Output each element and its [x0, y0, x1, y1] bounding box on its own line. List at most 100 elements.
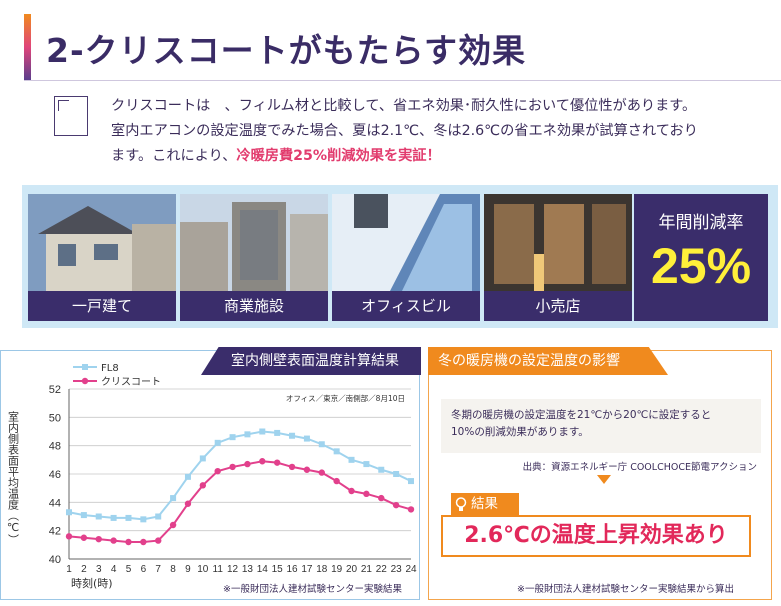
winter-note-line-1: 冬期の暖房機の設定温度を21℃から20℃に設定すると [451, 409, 712, 421]
chart-heading: 室内側壁表面温度計算結果 [201, 347, 421, 375]
y-tick-label: 40 [49, 554, 61, 566]
annual-reduction-box: 年間削減率 25% [634, 194, 768, 321]
wall-temperature-chart-panel: 室内側壁表面温度計算結果 40 42 44 46 48 50 52 1 2 3 4 5 6 7 8 9 10 11… [0, 347, 421, 600]
data-point [110, 537, 117, 544]
series-line [68, 430, 412, 521]
x-tick-label: 14 [257, 564, 269, 575]
x-tick-label: 19 [331, 564, 343, 575]
x-axis-label: 時刻(時) [71, 576, 113, 590]
annual-reduction-label: 年間削減率 [658, 213, 744, 233]
winter-footnote: ※一般財団法人建材試験センター実験結果から算出 [517, 584, 734, 595]
x-tick-label: 20 [346, 564, 358, 575]
x-tick-label: 6 [141, 564, 147, 575]
data-point [110, 514, 117, 521]
winter-heating-panel: 冬の暖房機の設定温度の影響 冬期の暖房機の設定温度を21℃から20℃に設定すると… [428, 347, 772, 600]
data-point [229, 434, 236, 441]
data-point [363, 490, 370, 498]
y-tick-label: 44 [49, 497, 61, 509]
data-point [169, 521, 177, 529]
data-point [184, 473, 191, 480]
data-point [303, 435, 310, 442]
data-point [95, 535, 102, 543]
data-point [333, 448, 340, 455]
photo-house: 一戸建て [28, 194, 176, 321]
data-point [140, 516, 147, 523]
data-point [348, 487, 355, 495]
data-point [244, 431, 251, 438]
photo-retail: 小売店 [484, 194, 632, 321]
winter-note-line-2: 10%の削減効果があります。 [451, 426, 589, 438]
lightbulb-icon [455, 496, 467, 511]
legend-marker [81, 377, 89, 385]
data-point [318, 441, 325, 448]
x-tick-label: 21 [361, 564, 373, 575]
x-tick-label: 2 [81, 564, 87, 575]
data-point [214, 467, 221, 475]
intro-line-3: ます。これにより、冷暖房費25%削減効果を実証！ [111, 144, 761, 169]
x-tick-label: 17 [301, 564, 313, 575]
data-point [288, 463, 296, 471]
annual-reduction-value: 25% [650, 238, 752, 294]
data-point [259, 428, 266, 435]
title-divider [24, 80, 781, 81]
intro-text: クリスコートは 、フィルム材と比較して、省エネ効果･耐久性において優位性がありま… [111, 94, 761, 169]
x-tick-label: 8 [170, 564, 176, 575]
down-arrow-icon [597, 475, 611, 484]
x-tick-label: 10 [197, 564, 209, 575]
office-image [332, 194, 480, 291]
retail-image [484, 194, 632, 291]
data-point [363, 461, 370, 468]
y-tick-label: 48 [49, 441, 61, 453]
data-point [95, 513, 102, 520]
x-tick-label: 4 [111, 564, 117, 575]
building-label-retail: 小売店 [484, 291, 632, 321]
data-point [378, 494, 385, 502]
winter-heading: 冬の暖房機の設定温度の影響 [428, 347, 668, 375]
intro-highlight: 冷暖房費25%削減効果を実証！ [236, 148, 441, 164]
legend-label: クリスコート [101, 376, 161, 388]
data-point [318, 469, 325, 476]
x-tick-label: 9 [185, 564, 191, 575]
chart-footnote: ※一般財団法人建材試験センター実験結果 [223, 584, 402, 595]
y-axis-label: 室内側表面平均温度（℃） [7, 410, 20, 545]
data-point [333, 477, 340, 485]
intro-line-3-prefix: ます。これにより、 [111, 148, 237, 164]
building-label-commercial: 商業施設 [180, 291, 328, 321]
building-photo-band: 一戸建て 商業施設 オフィスビル 小売店 年間削減率 2 [22, 185, 778, 328]
series-line [68, 460, 412, 543]
legend-label: FL8 [101, 363, 119, 374]
winter-note: 冬期の暖房機の設定温度を21℃から20℃に設定すると 10%の削減効果があります… [441, 399, 761, 453]
data-point [170, 495, 177, 502]
x-tick-label: 18 [316, 564, 328, 575]
x-tick-label: 7 [155, 564, 161, 575]
y-tick-label: 50 [49, 412, 61, 424]
x-tick-label: 15 [272, 564, 284, 575]
data-point [184, 500, 192, 507]
intro-line-2: 室内エアコンの設定温度でみた場合、夏は2.1℃、冬は2.6℃の省エネ効果が試算さ… [111, 123, 698, 139]
photo-office: オフィスビル [332, 194, 480, 321]
data-point [199, 455, 206, 462]
chart-annotation: オフィス／東京／南側部／8月10日 [286, 393, 405, 403]
data-point [348, 456, 355, 463]
y-tick-label: 46 [49, 469, 61, 481]
house-image [28, 194, 176, 291]
data-point [229, 463, 236, 471]
data-point [303, 466, 311, 473]
x-tick-label: 13 [242, 564, 254, 575]
x-tick-label: 12 [227, 564, 239, 575]
data-point [393, 471, 400, 477]
data-point [378, 466, 385, 473]
x-tick-label: 24 [405, 564, 417, 575]
x-tick-label: 22 [376, 564, 388, 575]
building-label-office: オフィスビル [332, 291, 480, 321]
data-point [125, 538, 132, 546]
x-tick-label: 16 [286, 564, 298, 575]
data-point [140, 538, 147, 546]
data-point [274, 429, 281, 436]
data-point [125, 514, 132, 521]
data-point [66, 509, 72, 516]
building-label-house: 一戸建て [28, 291, 176, 321]
winter-source: 出典：資源エネルギー庁 COOLCHOCE節電アクション [522, 462, 757, 473]
data-point [80, 512, 87, 519]
